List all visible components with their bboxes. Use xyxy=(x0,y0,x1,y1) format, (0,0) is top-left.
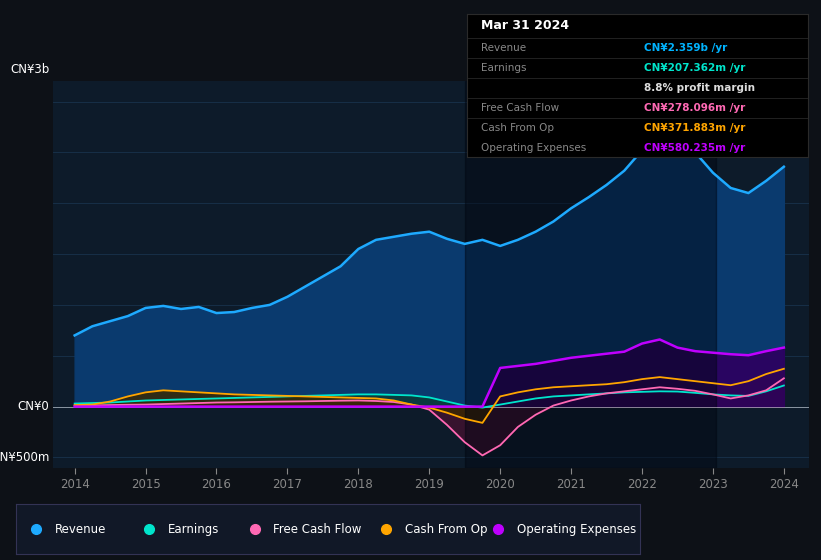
Text: Free Cash Flow: Free Cash Flow xyxy=(273,522,362,536)
Text: CN¥3b: CN¥3b xyxy=(10,63,49,76)
Text: CN¥580.235m /yr: CN¥580.235m /yr xyxy=(644,142,745,152)
Text: -CN¥500m: -CN¥500m xyxy=(0,451,49,464)
Text: Earnings: Earnings xyxy=(167,522,218,536)
Text: CN¥207.362m /yr: CN¥207.362m /yr xyxy=(644,63,745,73)
Text: CN¥371.883m /yr: CN¥371.883m /yr xyxy=(644,123,745,133)
Text: Cash From Op: Cash From Op xyxy=(481,123,554,133)
Text: CN¥278.096m /yr: CN¥278.096m /yr xyxy=(644,102,745,113)
Text: Mar 31 2024: Mar 31 2024 xyxy=(481,19,569,32)
Text: Free Cash Flow: Free Cash Flow xyxy=(481,102,559,113)
Text: 8.8% profit margin: 8.8% profit margin xyxy=(644,82,755,92)
Text: CN¥2.359b /yr: CN¥2.359b /yr xyxy=(644,43,727,53)
Bar xyxy=(465,81,717,468)
Text: Revenue: Revenue xyxy=(481,43,526,53)
Text: Operating Expenses: Operating Expenses xyxy=(517,522,636,536)
Text: Revenue: Revenue xyxy=(55,522,107,536)
Text: Earnings: Earnings xyxy=(481,63,526,73)
Text: Operating Expenses: Operating Expenses xyxy=(481,142,586,152)
Text: CN¥0: CN¥0 xyxy=(17,400,49,413)
Text: Cash From Op: Cash From Op xyxy=(405,522,487,536)
